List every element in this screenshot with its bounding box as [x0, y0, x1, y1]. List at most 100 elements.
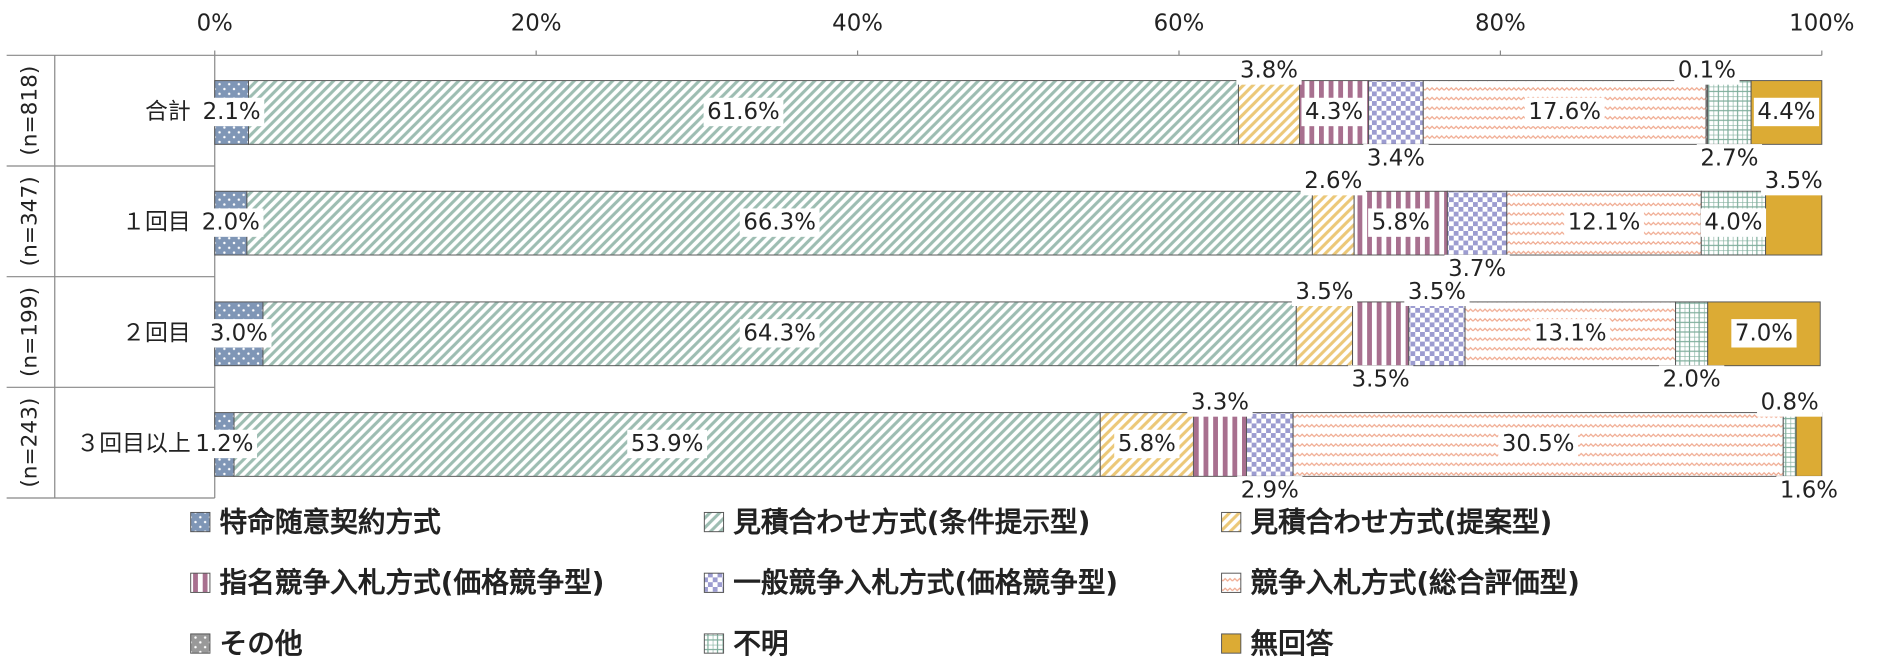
legend-swatch [1221, 633, 1242, 654]
bar-segment [1295, 301, 1354, 367]
data-label: 2.7% [1700, 145, 1758, 171]
data-label: 3.3% [1191, 389, 1249, 415]
label-bg [1757, 388, 1823, 417]
label-bg [1291, 277, 1358, 307]
bar-segment [1707, 80, 1752, 145]
label-bg [739, 319, 820, 348]
data-label: 17.6% [1528, 99, 1601, 125]
label-bg [1363, 144, 1429, 173]
category-label: 合計 [145, 99, 191, 125]
legend-swatch [1221, 572, 1242, 593]
data-label: 7.0% [1735, 320, 1793, 346]
legend-label: 見積合わせ方式(条件提示型) [733, 505, 1090, 538]
data-label: 5.8% [1118, 431, 1176, 457]
sample-size: (n=199) [18, 287, 43, 377]
label-bg [1659, 365, 1725, 394]
data-label: 2.1% [203, 99, 261, 125]
bar-segment [1765, 190, 1823, 256]
data-label: 3.0% [210, 320, 268, 346]
data-label: 2.0% [1663, 367, 1721, 393]
bar-segment [1506, 190, 1702, 256]
label-bg [1776, 476, 1842, 505]
legend-label: 無回答 [1250, 627, 1333, 660]
legend-swatch [1221, 511, 1242, 533]
label-bg [1564, 208, 1644, 237]
legend-label: 見積合わせ方式(提案型) [1250, 505, 1552, 538]
bar-segment [1237, 80, 1301, 145]
bar-segment [1795, 412, 1823, 477]
data-label: 2.9% [1241, 477, 1299, 503]
data-label: 1.2% [195, 431, 253, 457]
label-bg [1524, 97, 1605, 127]
x-tick-label: 80% [1475, 11, 1526, 37]
category-label: ３回目以上 [76, 431, 190, 457]
bar-segment [1352, 301, 1410, 367]
legend-label: その他 [220, 627, 303, 660]
data-label: 3.5% [1765, 168, 1823, 194]
data-label: 3.8% [1240, 57, 1298, 83]
sample-size: (n=347) [18, 176, 43, 266]
label-bg [1187, 388, 1253, 417]
label-bg [1114, 429, 1180, 459]
label-bg [1731, 319, 1797, 348]
data-label: 3.5% [1295, 279, 1353, 305]
legend-label: 競争入札方式(総合評価型) [1250, 566, 1580, 599]
bar-segment [1246, 412, 1294, 477]
label-bg [1696, 144, 1763, 173]
bar-segment [1675, 301, 1709, 367]
label-bg [1761, 166, 1827, 196]
x-tick-label: 100% [1789, 11, 1854, 37]
legend-swatch [190, 511, 211, 533]
bar-segment [1192, 412, 1247, 477]
data-label: 2.6% [1304, 168, 1362, 194]
data-label: 30.5% [1502, 431, 1575, 457]
data-label: 3.4% [1367, 145, 1425, 171]
sample-size: (n=818) [18, 66, 43, 156]
x-tick-label: 20% [511, 11, 562, 37]
data-label: 4.3% [1305, 99, 1363, 125]
label-bg [703, 97, 784, 127]
legend-swatch [190, 572, 211, 593]
data-label: 61.6% [707, 99, 780, 125]
bar-segment [1446, 190, 1508, 256]
label-bg [1236, 56, 1302, 85]
label-bg [198, 97, 265, 127]
label-bg [1348, 365, 1414, 394]
label-bg [1301, 97, 1367, 127]
label-bg [1404, 277, 1470, 307]
data-label: 4.0% [1704, 210, 1762, 236]
legend-swatch [703, 572, 725, 593]
data-label: 2.0% [202, 210, 260, 236]
data-label: 0.8% [1761, 389, 1819, 415]
data-label: 12.1% [1568, 210, 1641, 236]
x-tick-label: 60% [1154, 11, 1205, 37]
data-label: 53.9% [631, 431, 704, 457]
label-bg [206, 319, 272, 348]
legend-label: 特命随意契約方式 [220, 505, 442, 538]
data-label: 3.5% [1408, 279, 1466, 305]
legend-swatch [703, 511, 725, 533]
bar-segment [1408, 301, 1466, 367]
category-label: ２回目 [122, 320, 191, 346]
legend-swatch [703, 633, 725, 654]
data-label: 1.6% [1780, 477, 1838, 503]
label-bg [1368, 208, 1434, 237]
label-bg [1700, 208, 1767, 237]
sample-size: (n=243) [18, 398, 43, 488]
bar-segment [1368, 80, 1424, 145]
x-tick-label: 0% [197, 11, 233, 37]
legend-label: 不明 [733, 627, 788, 660]
label-bg [1498, 429, 1579, 459]
data-label: 4.4% [1757, 99, 1815, 125]
label-bg [1300, 166, 1366, 196]
data-label: 13.1% [1534, 320, 1607, 346]
data-label: 3.5% [1352, 367, 1410, 393]
label-bg [739, 208, 820, 237]
data-label: 0.1% [1678, 57, 1736, 83]
data-label: 5.8% [1372, 210, 1430, 236]
legend-label: 一般競争入札方式(価格競争型) [733, 566, 1118, 599]
label-bg [1674, 56, 1740, 85]
x-tick-label: 40% [832, 11, 883, 37]
